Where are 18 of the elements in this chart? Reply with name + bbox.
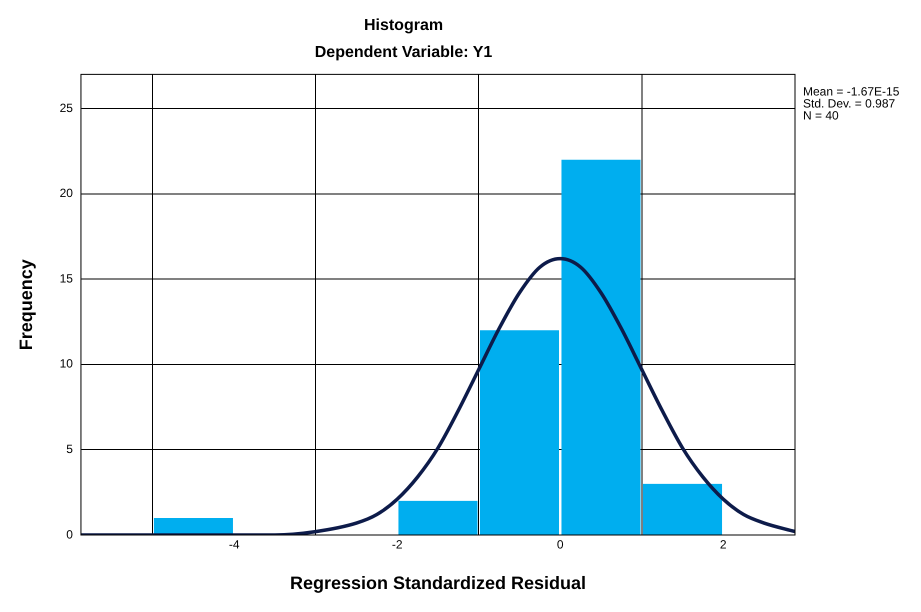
text: Std. Dev. = 0.987 bbox=[803, 96, 896, 111]
x-axis-title: Regression Standardized Residual bbox=[290, 573, 586, 594]
x-tick-label: 0 bbox=[556, 538, 564, 552]
y-tick-label: 0 bbox=[66, 527, 74, 542]
x-tick-label: 2 bbox=[720, 538, 727, 552]
y-tick-label: 10 bbox=[60, 356, 74, 371]
chart-subtitle: Dependent Variable: Y1 bbox=[314, 44, 492, 62]
y-tick-label: 25 bbox=[60, 100, 74, 115]
y-tick-label: 5 bbox=[66, 442, 74, 456]
y-axis-title: Frequency bbox=[16, 259, 36, 350]
text: N = 40 bbox=[803, 108, 840, 123]
y-tick-label: 15 bbox=[60, 271, 74, 286]
chart-title: Histogram bbox=[364, 17, 444, 34]
x-tick-label: -4 bbox=[228, 538, 240, 552]
x-tick-label: -2 bbox=[392, 538, 403, 552]
line-series bbox=[80, 256, 795, 535]
text: Mean = -1.67E-15 bbox=[803, 84, 900, 99]
y-tick-label: 20 bbox=[60, 186, 74, 200]
